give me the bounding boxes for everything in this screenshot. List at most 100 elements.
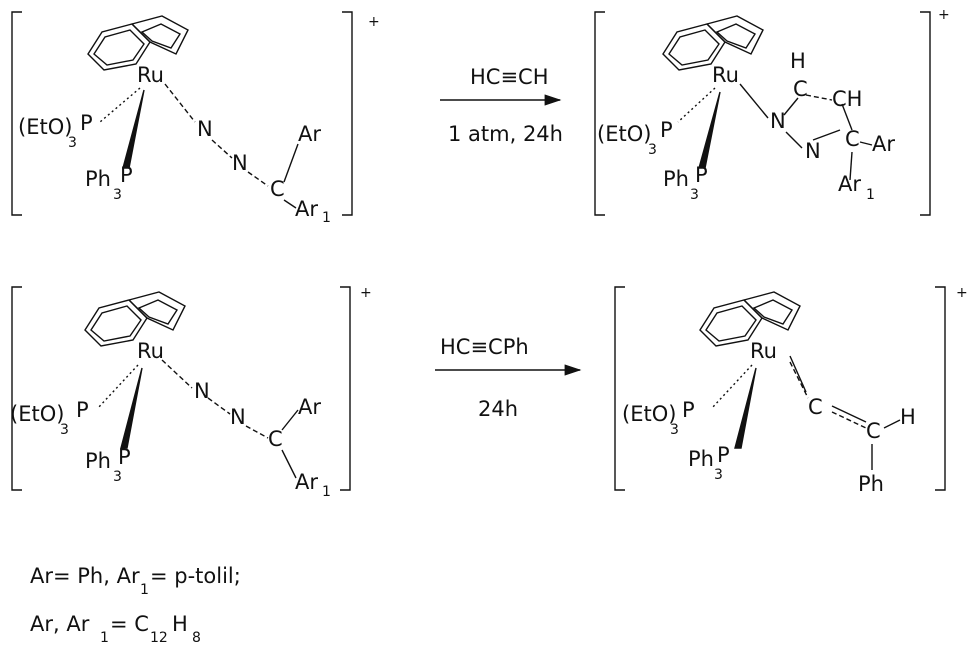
note-text: Ar= Ph, Ar xyxy=(30,564,140,588)
atom-label: N xyxy=(770,109,786,133)
note-text: Ar, Ar xyxy=(30,612,90,636)
atom-label: P xyxy=(695,163,708,187)
atom-label: Ru xyxy=(712,63,739,87)
bond xyxy=(785,131,803,149)
indenyl-ring xyxy=(84,291,186,347)
atom-label: (EtO) xyxy=(18,115,72,139)
bond xyxy=(859,141,873,146)
atom-label: C xyxy=(793,77,808,101)
atom-label: 1 xyxy=(322,484,331,500)
atom-label: (EtO) xyxy=(10,402,64,426)
note-text: = C xyxy=(110,612,149,636)
atom-label: Ph xyxy=(85,449,111,473)
reagent: HC≡CPh xyxy=(440,335,529,359)
atom-label: Ar xyxy=(298,122,321,146)
bond xyxy=(883,419,901,429)
atom-label: 1 xyxy=(866,187,875,203)
atom-label: H xyxy=(790,49,806,73)
bracket-right xyxy=(920,11,931,216)
atom-label: P xyxy=(76,398,89,422)
note-text: = p-tolil; xyxy=(150,564,241,588)
bond xyxy=(283,143,299,183)
atom-label: 3 xyxy=(60,422,69,438)
atom-label: N xyxy=(805,139,821,163)
atom-label: P xyxy=(118,445,131,469)
atom-label: Ru xyxy=(750,339,777,363)
note-text: H xyxy=(172,612,188,636)
wedge-bond xyxy=(698,91,721,169)
atom-label: P xyxy=(717,443,730,467)
atom-label: Ar xyxy=(838,172,861,196)
bond xyxy=(841,103,853,131)
indenyl-ring xyxy=(87,15,189,71)
atom-label: 3 xyxy=(113,187,122,203)
bond xyxy=(161,359,193,389)
atom-label: Ru xyxy=(137,339,164,363)
bond xyxy=(789,361,809,399)
atom-label: P xyxy=(660,118,673,142)
atom-label: P xyxy=(80,111,93,135)
atom-label: Ar xyxy=(295,470,318,494)
atom-label: Ph xyxy=(688,447,714,471)
bond xyxy=(805,94,833,101)
atom-label: 3 xyxy=(670,422,679,438)
atom-label: Ar xyxy=(295,197,318,221)
bond xyxy=(164,83,196,123)
atom-label: C xyxy=(268,427,283,451)
conditions: 1 atm, 24h xyxy=(448,122,563,146)
bond xyxy=(281,409,299,431)
atom-label: (EtO) xyxy=(597,122,651,146)
reagent: HC≡CH xyxy=(470,65,549,89)
atom-label: 3 xyxy=(113,469,122,485)
atom-label: N xyxy=(197,117,213,141)
atom-label: + xyxy=(956,285,967,301)
atom-label: Ph xyxy=(663,167,689,191)
atom-label: CH xyxy=(832,87,862,111)
conditions: 24h xyxy=(478,397,518,421)
atom-label: P xyxy=(120,163,133,187)
atom-label: Ar xyxy=(872,132,895,156)
atom-label: P xyxy=(682,398,695,422)
atom-label: (EtO) xyxy=(622,402,676,426)
bond xyxy=(99,87,141,123)
indenyl-ring xyxy=(699,291,801,347)
bracket-left xyxy=(614,286,625,491)
atom-label: 3 xyxy=(68,135,77,151)
bond xyxy=(281,449,297,479)
bond xyxy=(789,355,807,393)
bond xyxy=(207,397,231,415)
bond xyxy=(831,411,867,429)
bracket-right xyxy=(342,11,353,216)
atom-label: N xyxy=(230,405,246,429)
wedge-bond xyxy=(122,89,145,169)
note-text: 8 xyxy=(192,630,201,646)
atom-label: Ar xyxy=(298,395,321,419)
atom-label: 3 xyxy=(690,187,699,203)
indenyl-ring xyxy=(662,15,764,71)
atom-label: N xyxy=(194,379,210,403)
bracket-left xyxy=(594,11,605,216)
atom-label: 3 xyxy=(648,142,657,158)
atom-label: C xyxy=(808,395,823,419)
atom-label: 1 xyxy=(322,210,331,226)
atom-label: + xyxy=(368,14,380,30)
bond xyxy=(849,151,853,181)
atom-label: Ph xyxy=(85,167,111,191)
atom-label: 3 xyxy=(714,467,723,483)
bond xyxy=(97,364,139,409)
bracket-right xyxy=(340,286,351,491)
bracket-left xyxy=(11,11,22,216)
bracket-right xyxy=(935,286,946,491)
wedge-bond xyxy=(734,367,757,449)
bond xyxy=(283,199,297,209)
bond xyxy=(211,139,233,159)
bond xyxy=(739,83,769,119)
bond xyxy=(831,405,867,423)
bracket-left xyxy=(11,286,22,491)
bond xyxy=(812,129,841,141)
bond xyxy=(245,425,269,439)
note-text: 1 xyxy=(100,630,109,646)
bond xyxy=(783,97,799,116)
note-text: 1 xyxy=(140,582,149,598)
